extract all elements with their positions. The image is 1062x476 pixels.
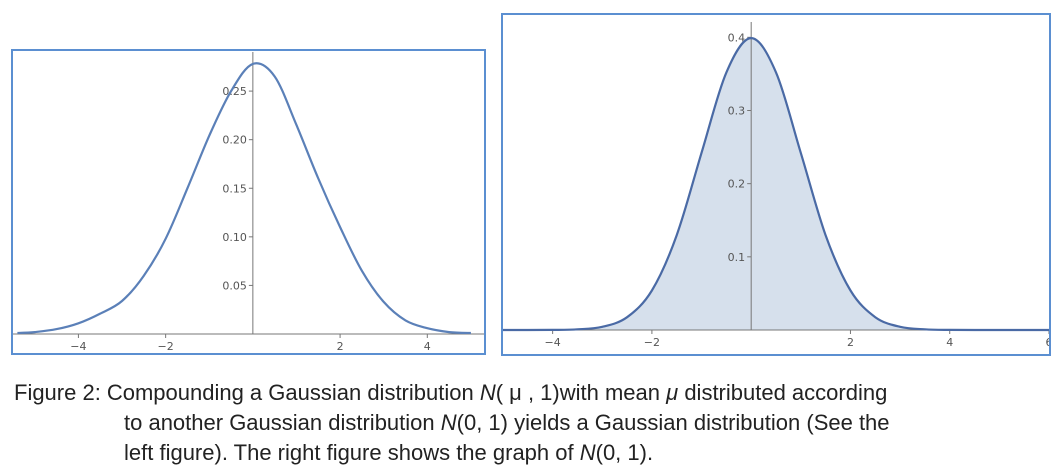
y-tick-label: 0.1 [728, 251, 746, 264]
y-tick-label: 0.3 [728, 104, 746, 117]
caption-line-2: to another Gaussian distribution N(0, 1)… [14, 408, 1054, 438]
caption-text: to another Gaussian distribution [124, 410, 441, 435]
y-tick-label: 0.05 [222, 279, 247, 292]
x-tick-label: −4 [545, 336, 561, 349]
x-tick-label: 2 [337, 340, 344, 353]
caption-text: ( μ , 1)with mean [495, 380, 667, 405]
figure-caption: Figure 2: Compounding a Gaussian distribu… [14, 378, 1054, 468]
caption-line-1: Figure 2: Compounding a Gaussian distribu… [14, 378, 1054, 408]
caption-math: N [440, 410, 457, 435]
caption-math: μ [666, 380, 679, 405]
x-tick-label: 6 [1046, 336, 1050, 349]
x-tick-label: 4 [424, 340, 431, 353]
series-line [503, 37, 1049, 332]
area-fill [503, 38, 1049, 330]
y-tick-label: 0.15 [222, 182, 247, 195]
y-tick-label: 0.4 [728, 31, 746, 44]
series-line [17, 62, 471, 335]
caption-math: N [579, 440, 596, 465]
caption-label: Figure 2: [14, 380, 101, 405]
x-tick-label: −2 [158, 340, 174, 353]
x-tick-label: −2 [644, 336, 660, 349]
x-tick-label: −4 [70, 340, 86, 353]
x-tick-label: 2 [847, 336, 854, 349]
y-tick-label: 0.20 [222, 134, 247, 147]
left-chart: −4 −2 2 40.050.100.150.200.25 [13, 52, 484, 353]
left-chart-panel: −4 −2 2 4 0.05 0.10 0.15 0.20 0.25 [11, 49, 486, 355]
y-tick-label: 0.10 [222, 231, 247, 244]
caption-text: (0, 1) yields a Gaussian distribution (S… [456, 410, 890, 435]
right-chart: −4 −2 2 4 6 0.1 0.2 0.3 0.4 [503, 22, 1050, 349]
caption-line-3: left figure). The right figure shows the… [14, 438, 1054, 468]
y-tick-label: 0.2 [728, 178, 746, 191]
caption-text: left figure). The right figure shows the… [124, 440, 580, 465]
right-chart-panel: −4 −2 2 4 6 0.1 0.2 0.3 0.4 [501, 13, 1051, 356]
caption-text: Compounding a Gaussian distribution [106, 380, 480, 405]
caption-math: N [479, 380, 496, 405]
x-tick-label: 4 [946, 336, 953, 349]
caption-text: (0, 1). [595, 440, 654, 465]
caption-text: distributed according [678, 380, 888, 405]
